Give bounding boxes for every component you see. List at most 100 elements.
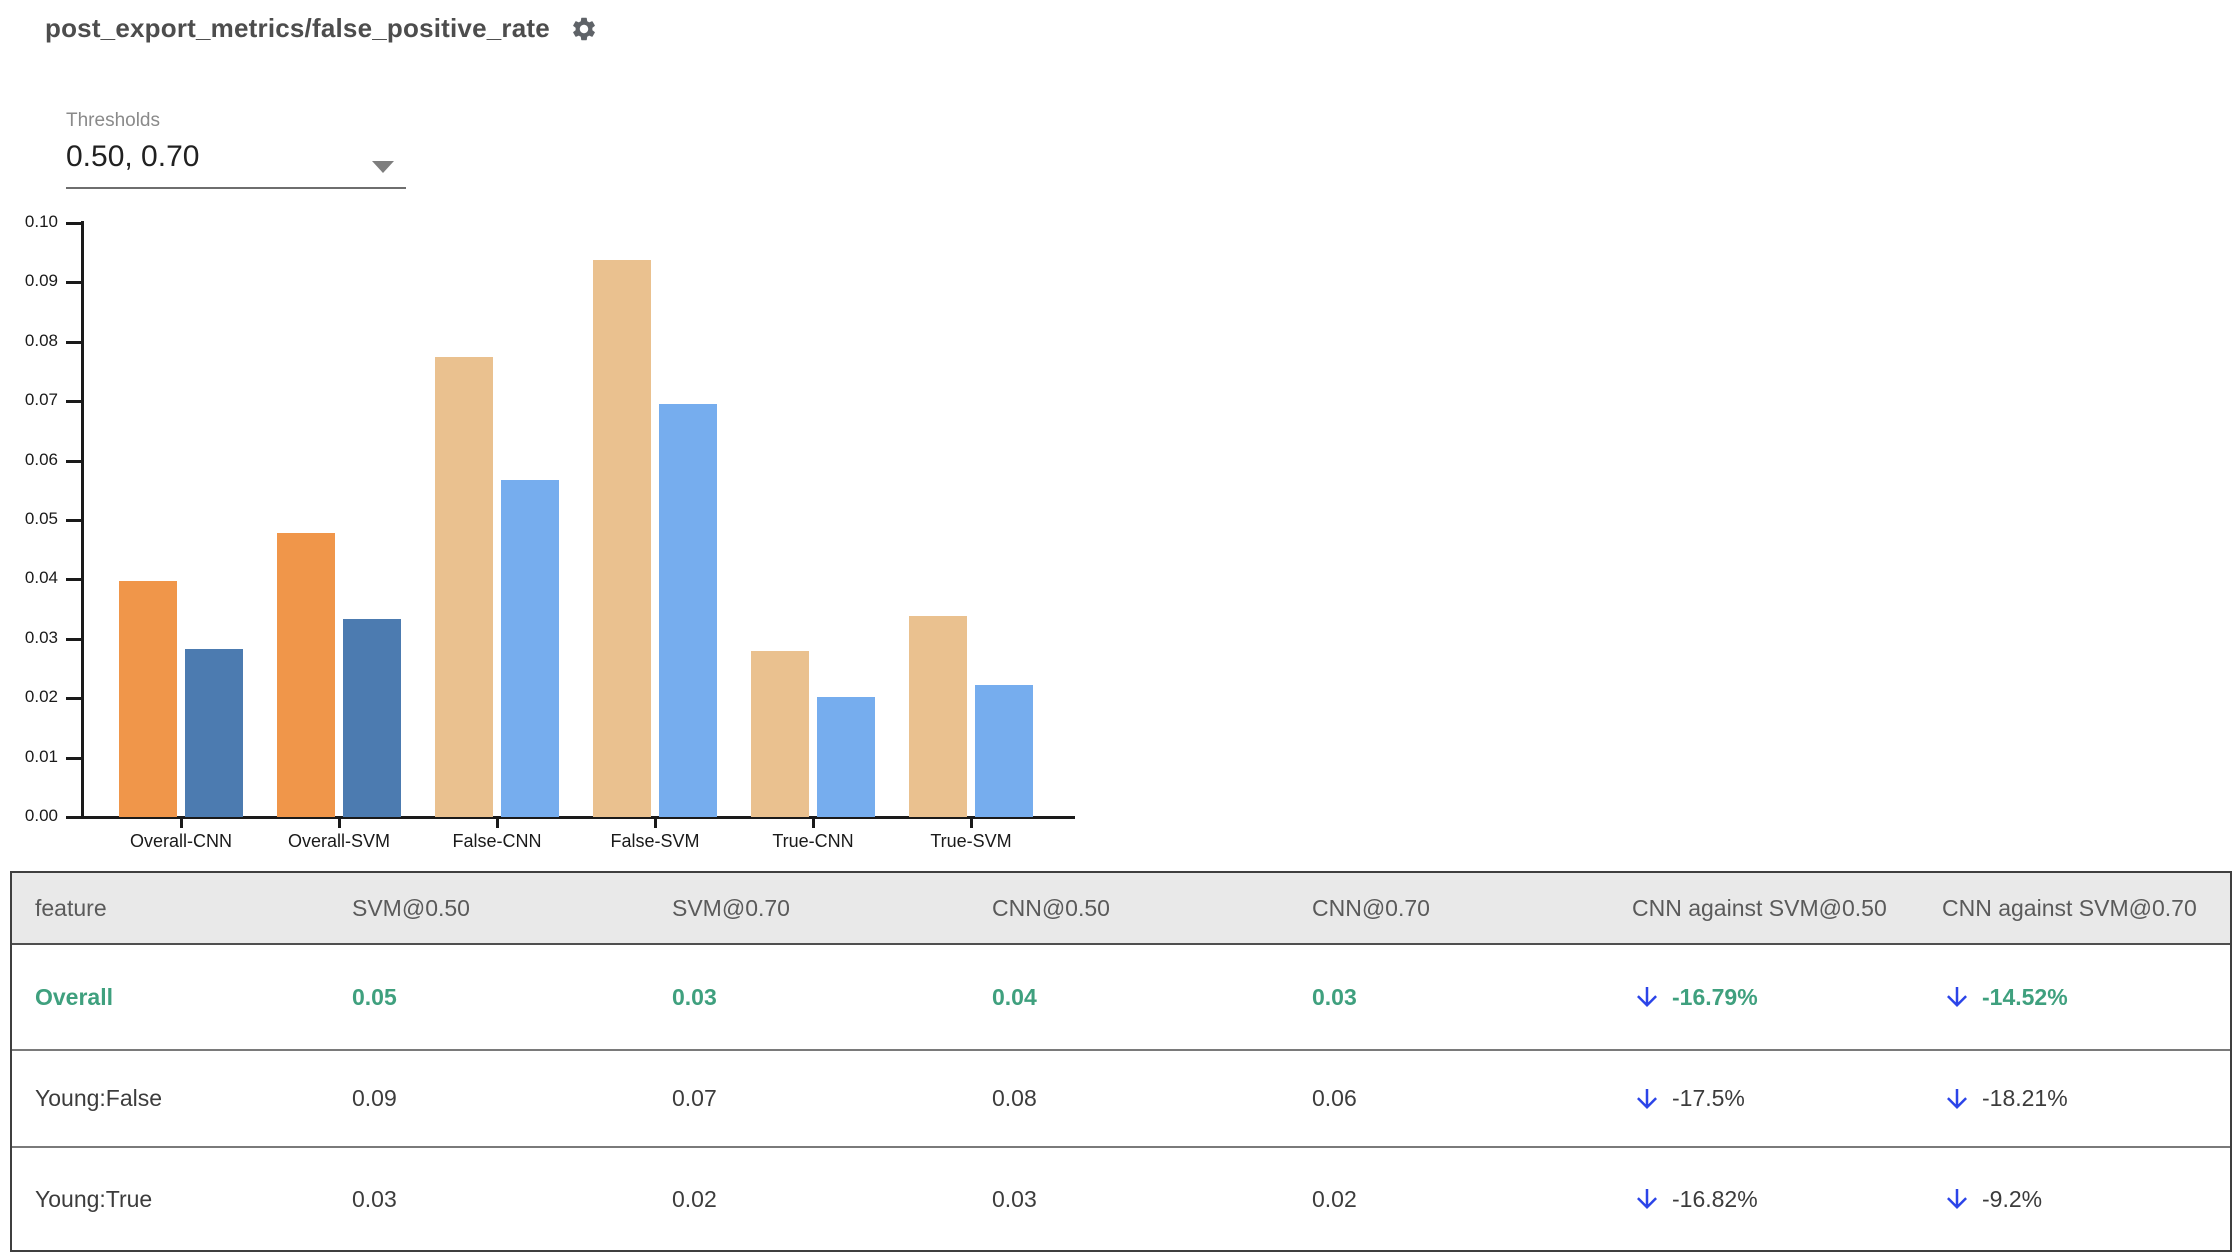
metric-value-cell: 0.02 xyxy=(1312,1185,1357,1212)
y-axis-tick-label: 0.05 xyxy=(24,509,58,528)
y-axis-tick xyxy=(66,757,81,760)
x-axis-tick xyxy=(812,819,815,828)
false-positive-rate-bar-chart: 0.00 0.01 0.02 0.03 0.04 0.05 0.06 0.07 0.08 0.09… xyxy=(0,0,1100,900)
y-axis-tick xyxy=(66,519,81,522)
thresholds-label: Thresholds xyxy=(66,110,160,131)
column-header: CNN@0.70 xyxy=(1312,894,1430,921)
metric-value-cell: 0.06 xyxy=(1312,1085,1357,1111)
y-axis-tick xyxy=(66,697,81,700)
y-axis-tick-label: 0.03 xyxy=(24,628,58,647)
bar-true-svm-070 xyxy=(975,685,1033,817)
metric-value-cell: 0.07 xyxy=(672,1085,717,1111)
y-axis-tick xyxy=(66,816,81,819)
table-header-row: feature SVM@0.50 SVM@0.70 CNN@0.50 CNN@0.70 C… xyxy=(12,873,2230,945)
y-axis-tick xyxy=(66,578,81,581)
feature-cell: Overall xyxy=(35,983,113,1010)
delta-percentage: -17.5% xyxy=(1672,1085,1745,1111)
x-axis-category-label: True-CNN xyxy=(772,831,854,851)
caret-down-icon xyxy=(372,161,394,173)
column-header: CNN against SVM@0.70 xyxy=(1942,894,2197,921)
column-header: feature xyxy=(35,894,107,921)
y-axis-tick-label: 0.07 xyxy=(24,390,58,409)
metric-value-cell: 0.03 xyxy=(672,983,717,1010)
column-header: CNN against SVM@0.50 xyxy=(1632,894,1887,921)
bar-overall-svm-050 xyxy=(277,533,335,817)
down-arrow-icon xyxy=(1637,1088,1657,1109)
gear-icon xyxy=(573,17,595,40)
bar-false-svm-050 xyxy=(593,260,651,817)
y-axis-tick xyxy=(66,638,81,641)
x-axis-category-label: True-SVM xyxy=(930,831,1012,851)
y-axis-tick-label: 0.08 xyxy=(24,331,58,350)
bar-true-cnn-050 xyxy=(751,651,809,817)
down-arrow-icon xyxy=(1947,1189,1967,1209)
table-row-young-false[interactable]: Young:False 0.09 0.07 0.08 0.06 -17.5% -18.21% xyxy=(12,1051,2230,1148)
comparison-cell: -16.79% xyxy=(1609,945,1919,1049)
delta-percentage: -14.52% xyxy=(1982,983,2068,1010)
comparison-cell: -17.5% xyxy=(1609,1051,1919,1146)
page-title: post_export_metrics/false_positive_rate xyxy=(45,13,550,43)
thresholds-value: 0.50, 0.70 xyxy=(66,140,200,173)
settings-gear-icon[interactable] xyxy=(570,15,598,43)
comparison-cell: -9.2% xyxy=(1919,1148,2230,1250)
x-axis-tick xyxy=(970,819,973,828)
column-header: CNN@0.50 xyxy=(992,894,1110,921)
delta-percentage: -16.79% xyxy=(1672,983,1758,1010)
dropdown-underline xyxy=(66,187,406,189)
x-axis-category-label: Overall-CNN xyxy=(129,831,232,851)
y-axis-tick-label: 0.01 xyxy=(24,747,58,766)
bar-false-cnn-050 xyxy=(435,357,493,817)
bar-false-cnn-070 xyxy=(501,480,559,817)
metric-value-cell: 0.09 xyxy=(352,1085,397,1111)
metric-value-cell: 0.04 xyxy=(992,983,1037,1010)
x-axis-tick xyxy=(180,819,183,828)
x-axis-tick xyxy=(654,819,657,828)
y-axis-tick-label: 0.00 xyxy=(24,806,58,825)
panel-header: post_export_metrics/false_positive_rate xyxy=(45,13,598,44)
bar-overall-cnn-050 xyxy=(119,581,177,817)
metric-value-cell: 0.08 xyxy=(992,1085,1037,1111)
y-axis-tick xyxy=(66,400,81,403)
feature-cell: Young:False xyxy=(35,1085,163,1111)
bar-false-svm-070 xyxy=(659,404,717,817)
y-axis-tick-label: 0.06 xyxy=(24,450,58,469)
bar-true-svm-050 xyxy=(909,616,967,817)
bar-overall-svm-070 xyxy=(343,619,401,817)
down-arrow-icon xyxy=(1947,987,1967,1007)
comparison-cell: -14.52% xyxy=(1919,945,2230,1049)
y-axis-tick xyxy=(66,281,81,284)
y-axis-tick-label: 0.04 xyxy=(24,568,58,587)
column-header: SVM@0.50 xyxy=(352,894,470,921)
y-axis-tick xyxy=(66,460,81,463)
bar-overall-cnn-070 xyxy=(185,649,243,817)
table-row-overall[interactable]: Overall 0.05 0.03 0.04 0.03 -16.79% -14.52% xyxy=(12,945,2230,1051)
metric-value-cell: 0.03 xyxy=(992,1185,1037,1212)
x-axis-line xyxy=(81,816,1075,819)
metric-value-cell: 0.02 xyxy=(672,1185,717,1212)
feature-cell: Young:True xyxy=(35,1185,153,1212)
y-axis-tick-label: 0.10 xyxy=(24,212,58,231)
y-axis-tick-label: 0.09 xyxy=(24,271,58,290)
metric-value-cell: 0.03 xyxy=(1312,983,1357,1010)
y-axis-tick xyxy=(66,222,81,225)
down-arrow-icon xyxy=(1637,987,1657,1007)
metrics-table: feature SVM@0.50 SVM@0.70 CNN@0.50 CNN@0.70 C… xyxy=(10,871,2232,1252)
delta-percentage: -9.2% xyxy=(1982,1185,2043,1212)
x-axis-category-label: Overall-SVM xyxy=(287,831,390,851)
comparison-cell: -16.82% xyxy=(1609,1148,1919,1250)
down-arrow-icon xyxy=(1637,1189,1657,1209)
x-axis-category-label: False-CNN xyxy=(452,831,542,851)
down-arrow-icon xyxy=(1947,1088,1967,1109)
delta-percentage: -18.21% xyxy=(1982,1085,2068,1111)
thresholds-dropdown[interactable]: Thresholds 0.50, 0.70 xyxy=(66,110,406,190)
x-axis-tick xyxy=(496,819,499,828)
table-row-young-true[interactable]: Young:True 0.03 0.02 0.03 0.02 -16.82% -9.2% xyxy=(12,1148,2230,1250)
comparison-cell: -18.21% xyxy=(1919,1051,2230,1146)
y-axis-line xyxy=(81,221,84,819)
metric-value-cell: 0.03 xyxy=(352,1185,397,1212)
x-axis-category-label: False-SVM xyxy=(610,831,700,851)
metric-value-cell: 0.05 xyxy=(352,983,397,1010)
y-axis-tick-label: 0.02 xyxy=(24,687,58,706)
y-axis-tick xyxy=(66,341,81,344)
